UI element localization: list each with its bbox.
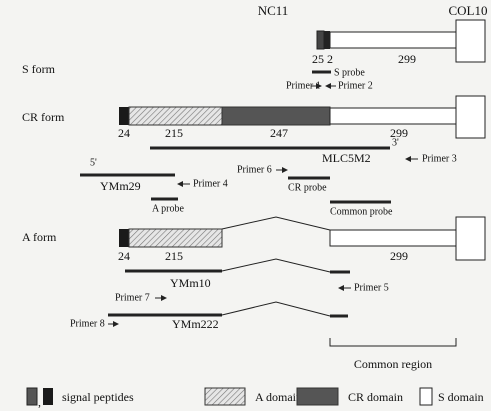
primer-label: Primer 1 (286, 80, 321, 91)
end-label: 5' (90, 157, 97, 168)
number: 215 (165, 249, 183, 263)
probe-label: A probe (152, 203, 185, 214)
number: 299 (390, 249, 408, 263)
legend-swatch (204, 387, 246, 406)
signal (119, 229, 129, 247)
primer-label: Primer 5 (354, 282, 389, 293)
primer-label: Primer 2 (338, 80, 373, 91)
splice-line (221, 301, 331, 317)
legend-swatch (26, 387, 38, 406)
probe-label: S probe (334, 67, 365, 78)
probe-label: CR probe (288, 182, 327, 193)
probe-label: Common probe (330, 206, 393, 217)
primer-label: Primer 6 (237, 164, 272, 175)
number: 24 (118, 249, 130, 263)
clone-label: YMm10 (170, 276, 211, 290)
end-label: 3' (392, 137, 399, 148)
number: 299 (398, 52, 416, 66)
signal (119, 107, 129, 125)
legend-label: CR domain (348, 390, 403, 404)
number: 2 (327, 52, 333, 66)
clone-label: YMm29 (100, 179, 141, 193)
s-domain (329, 31, 457, 49)
form-label: A form (22, 230, 57, 244)
legend-label: S domain (438, 390, 484, 404)
number: 25 (312, 52, 324, 66)
number: 215 (165, 126, 183, 140)
region-label: Common region (354, 357, 432, 371)
signal (324, 31, 330, 49)
legend-swatch (296, 387, 339, 406)
legend-separator: , (38, 395, 41, 409)
primer-label: Primer 7 (115, 292, 150, 303)
splice-line (221, 258, 331, 273)
splice-line (221, 216, 331, 231)
cr-form: CR form 24 215 247 299 3' MLC5M2 Primer … (22, 95, 486, 217)
legend: , signal peptides A domain CR domain S d… (26, 387, 484, 409)
legend-label: signal peptides (62, 390, 134, 404)
signal (316, 30, 325, 50)
col10-box (455, 95, 486, 139)
legend-swatch (43, 388, 53, 405)
form-label: S form (22, 62, 56, 76)
number: 24 (118, 126, 130, 140)
legend-label: A domain (255, 390, 302, 404)
a-domain (128, 106, 223, 126)
legend-swatch (419, 387, 433, 406)
form-label: CR form (22, 110, 65, 124)
s-form: S form 25 2 299 S probe Primer 1 Primer … (22, 19, 486, 91)
primer-label: Primer 3 (422, 153, 457, 164)
cr-domain (221, 106, 331, 126)
region-bracket (329, 338, 457, 347)
a-domain (128, 228, 223, 248)
s-domain (329, 229, 457, 247)
primer-label: Primer 8 (70, 318, 105, 329)
number: 299 (390, 126, 408, 140)
col10-box (455, 216, 486, 261)
clone-label: MLC5M2 (322, 151, 371, 165)
primer-label: Primer 4 (193, 178, 228, 189)
s-domain (329, 107, 457, 125)
col10-box (455, 19, 486, 63)
col10-label: COL10 (449, 3, 488, 18)
clone-label: YMm222 (172, 317, 219, 331)
number: 247 (270, 126, 288, 140)
nc11-label: NC11 (258, 3, 289, 18)
a-form: A form 24 215 299 YMm10 Primer 5 Primer … (22, 216, 486, 371)
